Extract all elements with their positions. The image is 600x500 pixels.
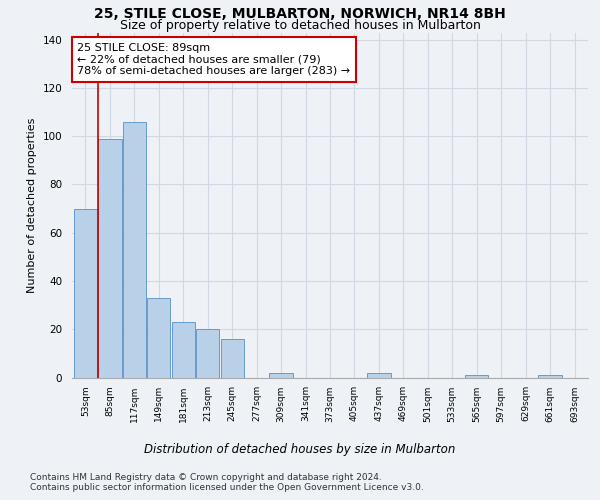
Y-axis label: Number of detached properties: Number of detached properties (27, 118, 37, 292)
Bar (98, 138, 122, 378)
Bar (123, 122, 146, 378)
Bar (196, 329, 220, 378)
Bar (221, 339, 244, 378)
Bar (147, 298, 170, 378)
Bar (172, 322, 195, 378)
Bar (74, 208, 97, 378)
Bar (538, 375, 562, 378)
Text: Contains HM Land Registry data © Crown copyright and database right 2024.
Contai: Contains HM Land Registry data © Crown c… (30, 472, 424, 492)
Bar (465, 375, 488, 378)
Text: Distribution of detached houses by size in Mulbarton: Distribution of detached houses by size … (145, 442, 455, 456)
Text: 25, STILE CLOSE, MULBARTON, NORWICH, NR14 8BH: 25, STILE CLOSE, MULBARTON, NORWICH, NR1… (94, 8, 506, 22)
Bar (367, 372, 391, 378)
Text: Size of property relative to detached houses in Mulbarton: Size of property relative to detached ho… (119, 19, 481, 32)
Text: 25 STILE CLOSE: 89sqm
← 22% of detached houses are smaller (79)
78% of semi-deta: 25 STILE CLOSE: 89sqm ← 22% of detached … (77, 43, 350, 76)
Bar (269, 372, 293, 378)
